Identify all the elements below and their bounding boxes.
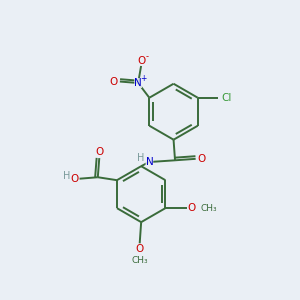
Text: +: + bbox=[140, 74, 146, 82]
Text: -: - bbox=[146, 52, 149, 61]
Text: CH₃: CH₃ bbox=[201, 204, 217, 213]
Text: O: O bbox=[110, 76, 118, 86]
Text: CH₃: CH₃ bbox=[131, 256, 148, 265]
Text: O: O bbox=[95, 147, 103, 157]
Text: O: O bbox=[136, 244, 144, 254]
Text: Cl: Cl bbox=[221, 93, 232, 103]
Text: O: O bbox=[188, 203, 196, 213]
Text: H: H bbox=[64, 171, 71, 181]
Text: O: O bbox=[197, 154, 206, 164]
Text: O: O bbox=[137, 56, 145, 66]
Text: O: O bbox=[70, 174, 78, 184]
Text: N: N bbox=[134, 78, 142, 88]
Text: N: N bbox=[146, 157, 153, 167]
Text: H: H bbox=[137, 153, 144, 163]
